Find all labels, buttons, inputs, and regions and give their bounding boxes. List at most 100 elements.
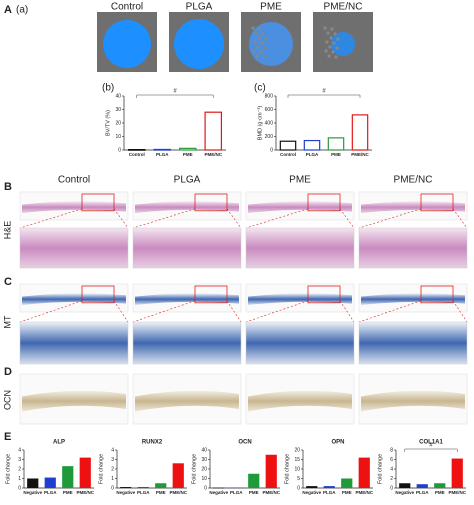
annotation: # <box>173 89 177 95</box>
bar <box>279 140 297 151</box>
bar <box>27 478 39 488</box>
y-tick-label: 1 <box>18 476 21 482</box>
texture <box>332 41 336 45</box>
bar <box>265 454 277 488</box>
zoom-line <box>245 208 309 229</box>
texture <box>262 55 266 59</box>
y-axis-label: Fold change <box>191 454 197 484</box>
bar <box>153 148 172 151</box>
texture <box>323 26 327 30</box>
y-tick-label: 20 <box>201 466 207 472</box>
panel-label: E <box>4 431 11 443</box>
y-tick-label: 15 <box>294 457 300 463</box>
roi-box <box>307 193 341 212</box>
y-tick-label: 0 <box>204 485 207 491</box>
y-axis-label: BV/TV (%) <box>105 110 111 136</box>
y-tick-label: 40 <box>201 447 207 453</box>
group-label: PME <box>260 2 282 13</box>
x-tick-label: PME <box>331 152 341 157</box>
tissue-section <box>361 201 465 213</box>
y-tick-label: 4 <box>111 447 114 453</box>
bar <box>120 487 132 488</box>
stain-label: MT <box>2 315 12 328</box>
x-tick-label: PME <box>249 490 259 495</box>
texture <box>261 32 265 36</box>
panel-label: D <box>4 366 12 378</box>
group-label: Control <box>58 175 90 186</box>
y-tick-label: 800 <box>265 93 274 99</box>
y-tick-label: 10 <box>201 476 207 482</box>
bar <box>451 458 463 488</box>
y-tick-label: 8 <box>390 447 393 453</box>
group-label: PME <box>289 175 311 186</box>
chart-title: OCN <box>238 440 251 446</box>
x-tick-label: PME <box>63 490 73 495</box>
bar <box>204 111 223 151</box>
texture <box>328 45 332 49</box>
x-tick-label: Negative <box>302 490 321 495</box>
bone-region <box>174 19 224 69</box>
texture <box>324 49 328 53</box>
y-axis-label: Fold change <box>377 454 383 484</box>
x-tick-label: PLGA <box>323 490 336 495</box>
chart-title: COL1A1 <box>419 440 443 446</box>
y-tick-label: 2 <box>18 466 21 472</box>
significance-bracket <box>404 448 458 452</box>
texture <box>336 37 340 41</box>
y-tick-label: 600 <box>265 107 274 113</box>
x-tick-label: Negative <box>395 490 414 495</box>
texture <box>264 37 268 41</box>
y-tick-label: 6 <box>390 457 393 463</box>
tissue-section <box>248 390 352 412</box>
bar <box>399 483 411 488</box>
y-tick-label: 20 <box>294 447 300 453</box>
texture <box>258 27 262 31</box>
texture <box>251 26 255 30</box>
y-tick-label: 20 <box>115 120 121 126</box>
bar <box>303 139 321 151</box>
x-tick-label: Negative <box>116 490 135 495</box>
zoom-image <box>245 227 355 269</box>
y-axis-label: Fold change <box>98 454 104 484</box>
zoom-line <box>358 300 422 323</box>
texture <box>329 36 333 40</box>
y-tick-label: 2 <box>390 476 393 482</box>
chart-title: ALP <box>53 440 65 446</box>
y-axis-label: BMD (g·cm⁻³) <box>257 106 263 141</box>
x-tick-label: PME/NC <box>351 152 369 157</box>
y-tick-label: 0 <box>18 485 21 491</box>
x-tick-label: PME/NC <box>355 490 373 495</box>
tissue-section <box>361 293 465 305</box>
texture <box>333 32 337 36</box>
tissue-section <box>135 293 239 305</box>
bar <box>434 483 446 488</box>
texture <box>260 41 264 45</box>
tissue-section <box>248 201 352 213</box>
bar <box>416 484 428 488</box>
bar <box>248 473 260 488</box>
x-tick-label: Negative <box>209 490 228 495</box>
bar <box>172 463 184 488</box>
group-label: PME/NC <box>394 175 433 186</box>
y-tick-label: 3 <box>18 457 21 463</box>
zoom-image <box>358 321 468 365</box>
x-tick-label: Control <box>129 152 145 157</box>
y-tick-label: 5 <box>297 476 300 482</box>
texture <box>263 46 267 50</box>
x-tick-label: PLGA <box>137 490 150 495</box>
x-tick-label: PME <box>183 152 193 157</box>
texture <box>327 54 331 58</box>
zoom-image <box>132 321 242 365</box>
y-tick-label: 0 <box>118 147 121 153</box>
y-tick-label: 0 <box>297 485 300 491</box>
bar <box>351 114 369 151</box>
tissue-section <box>135 390 239 412</box>
x-tick-label: PME/NC <box>262 490 280 495</box>
zoom-image <box>358 227 468 269</box>
panel-sublabel: (a) <box>16 5 28 16</box>
bar <box>327 137 345 151</box>
y-tick-label: 2 <box>111 466 114 472</box>
x-tick-label: PLGA <box>44 490 57 495</box>
bar <box>358 457 370 488</box>
